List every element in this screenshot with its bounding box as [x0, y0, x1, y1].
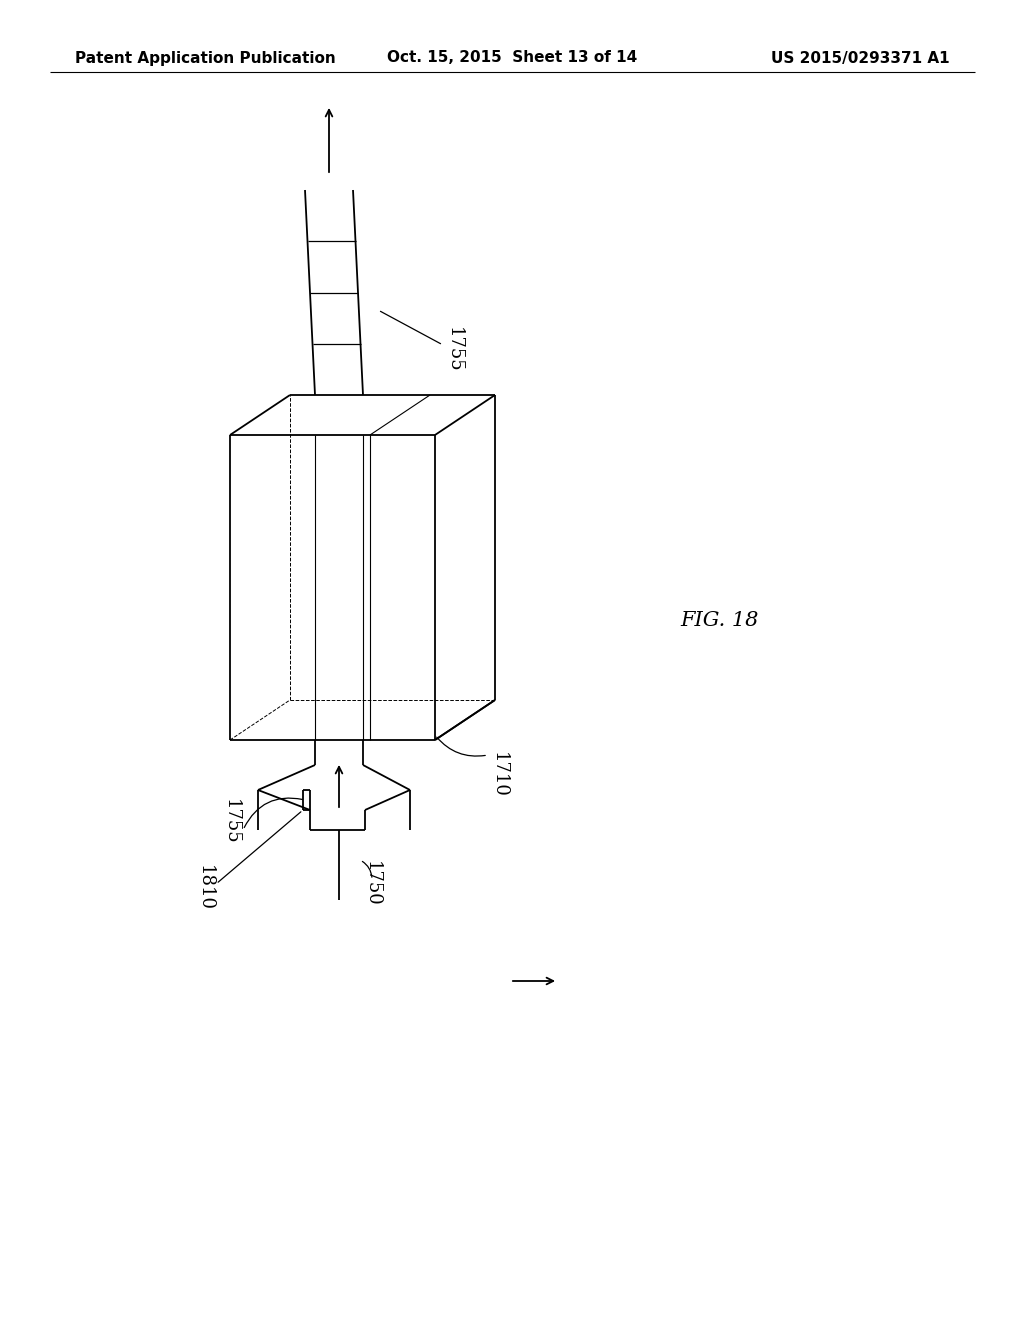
Text: 1755: 1755 — [445, 327, 463, 372]
Text: FIG. 18: FIG. 18 — [680, 610, 759, 630]
Text: 1710: 1710 — [490, 752, 508, 797]
Text: 1810: 1810 — [196, 865, 214, 911]
Text: US 2015/0293371 A1: US 2015/0293371 A1 — [771, 50, 950, 66]
Text: 1755: 1755 — [222, 799, 240, 845]
Text: 1750: 1750 — [362, 861, 381, 907]
Text: Patent Application Publication: Patent Application Publication — [75, 50, 336, 66]
Text: Oct. 15, 2015  Sheet 13 of 14: Oct. 15, 2015 Sheet 13 of 14 — [387, 50, 637, 66]
